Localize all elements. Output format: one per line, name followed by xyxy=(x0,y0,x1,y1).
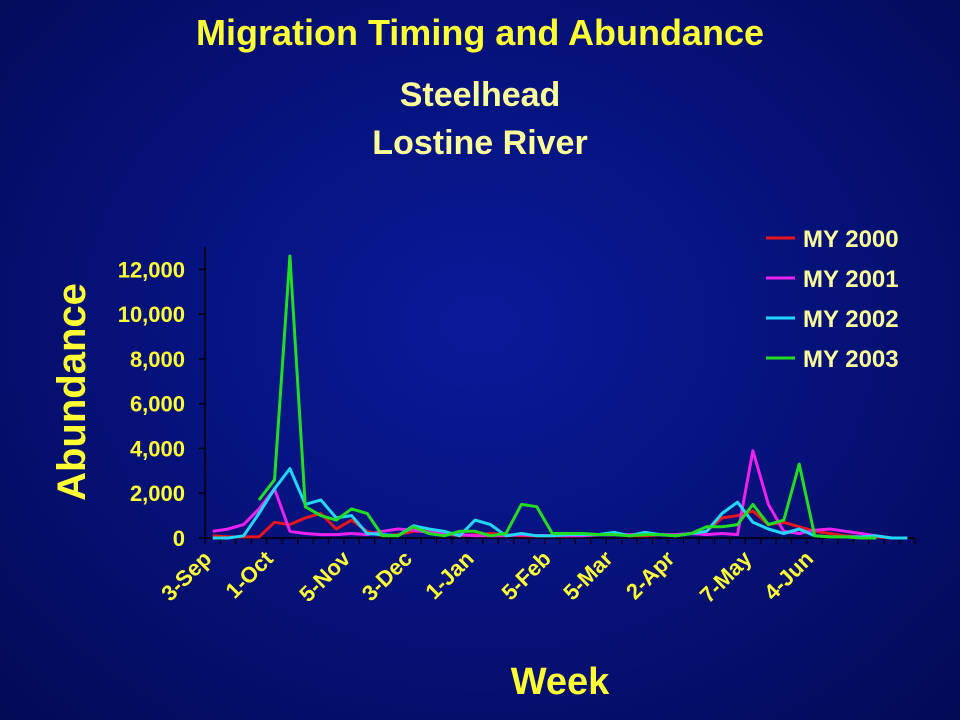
chart-subtitle-river: Lostine River xyxy=(372,124,588,162)
y-tick-label: 4,000 xyxy=(130,436,185,461)
x-tick-label: 2-Apr xyxy=(621,546,680,605)
y-tick-label: 0 xyxy=(173,526,185,551)
legend-label: MY 2000 xyxy=(803,226,899,253)
x-ticks: 3-Sep 1-Oct 5-Nov 3-Dec 1-Jan 5-Feb 5-Mar 2-Apr… xyxy=(156,538,916,608)
x-tick-label: 5-Feb xyxy=(497,546,556,605)
series-line-my-2002 xyxy=(212,467,908,540)
x-tick-label: 1-Oct xyxy=(221,545,279,603)
legend-label: MY 2002 xyxy=(803,306,899,333)
chart-subtitle-species: Steelhead xyxy=(399,76,561,114)
x-tick-label: 3-Sep xyxy=(156,546,216,606)
legend-label: MY 2003 xyxy=(803,346,899,373)
x-tick-label: 5-Mar xyxy=(558,546,617,605)
x-tick-label: 7-May xyxy=(695,545,757,607)
chart-title: Migration Timing and Abundance xyxy=(195,12,764,53)
legend: MY 2000 MY 2001 MY 2002 MY 2003 xyxy=(766,226,899,373)
x-axis-label: Week xyxy=(511,661,610,703)
y-tick-label: 8,000 xyxy=(130,347,185,372)
series-line-my-2003 xyxy=(257,254,877,540)
legend-label: MY 2001 xyxy=(803,266,899,293)
series-lines xyxy=(212,254,908,540)
x-tick-label: 4-Jun xyxy=(759,546,818,605)
x-tick-label: 1-Jan xyxy=(420,546,478,604)
y-tick-label: 10,000 xyxy=(118,302,185,327)
y-axis-label: Abundance xyxy=(50,283,94,501)
y-tick-label: 12,000 xyxy=(118,257,185,282)
y-ticks: 0 2,000 4,000 6,000 8,000 10,000 12,000 xyxy=(118,257,205,551)
x-tick-label: 3-Dec xyxy=(357,546,417,606)
y-tick-label: 6,000 xyxy=(130,392,185,417)
x-tick-label: 5-Nov xyxy=(294,545,355,606)
series-line-my-2001 xyxy=(212,449,908,540)
y-tick-label: 2,000 xyxy=(130,481,185,506)
